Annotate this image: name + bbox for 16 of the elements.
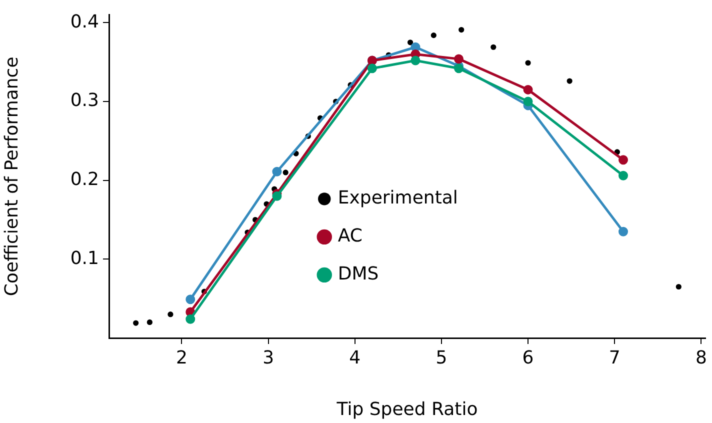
legend-label: Experimental bbox=[338, 188, 458, 209]
x-tick-label: 5 bbox=[436, 347, 448, 368]
y-axis-title: Coefficient of Performance bbox=[1, 56, 22, 296]
y-tick-label: 0.2 bbox=[70, 169, 99, 190]
x-tick-label: 6 bbox=[522, 347, 534, 368]
legend-label: DMS bbox=[338, 264, 379, 285]
legend-label: AC bbox=[338, 226, 362, 247]
y-tick-label: 0.1 bbox=[70, 248, 99, 269]
x-tick-label: 8 bbox=[695, 347, 707, 368]
x-tick-label: 4 bbox=[349, 347, 361, 368]
x-axis-title: Tip Speed Ratio bbox=[336, 398, 478, 420]
x-tick-label: 2 bbox=[176, 347, 188, 368]
x-tick-label: 7 bbox=[608, 347, 620, 368]
x-tick-label: 3 bbox=[262, 347, 274, 368]
y-tick-label: 0.4 bbox=[70, 11, 99, 32]
y-tick-label: 0.3 bbox=[70, 90, 99, 112]
